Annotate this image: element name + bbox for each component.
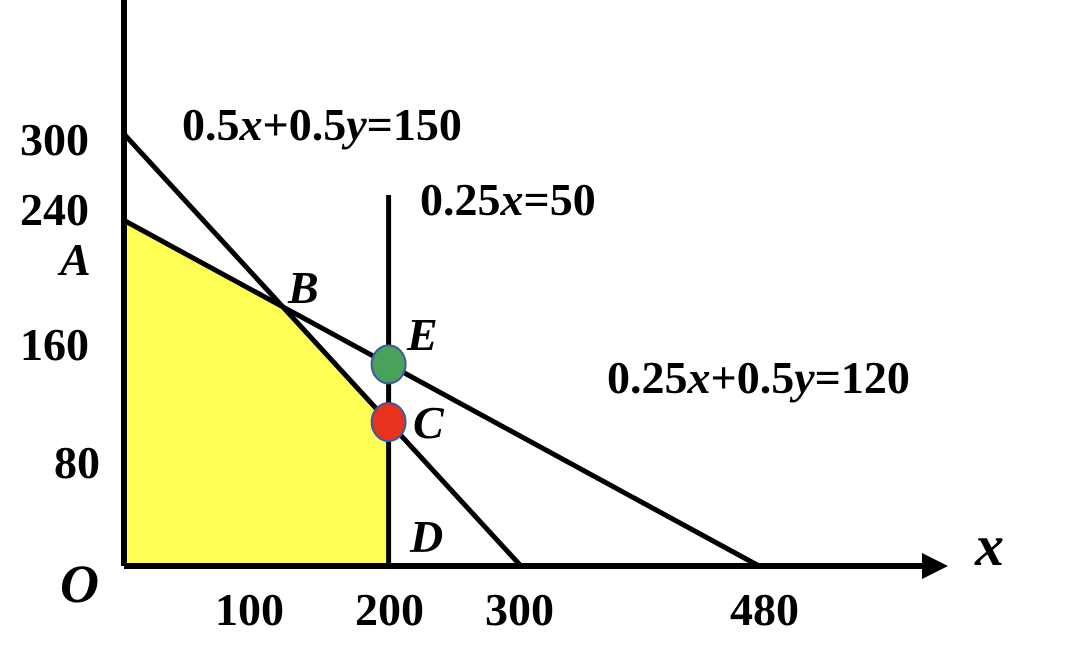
x-tick-200: 200 [355,584,424,635]
x-tick-100: 100 [215,584,284,635]
y-tick-160: 160 [20,319,89,370]
point-d-label: D [409,511,443,562]
x-axis-arrow [922,553,948,579]
constraint-label-3: 0.25x+0.5y=120 [607,352,910,403]
point-c-marker [370,402,407,442]
y-tick-300: 300 [20,114,89,165]
point-e-marker [370,344,407,385]
x-tick-480: 480 [730,584,799,635]
constraint-label-2: 0.25x=50 [420,174,596,225]
origin-label: O [60,554,99,614]
x-axis-label: x [974,513,1004,578]
constraint-line-1 [122,132,523,568]
point-c-label: C [413,397,445,448]
point-b-label: B [287,262,319,313]
constraint-line-3 [122,218,761,569]
y-tick-240: 240 [20,184,89,235]
feasible-region [124,220,389,566]
point-e-label: E [406,309,438,360]
x-tick-300: 300 [485,584,554,635]
point-a-label: A [57,234,91,285]
constraint-label-1: 0.5x+0.5y=150 [182,99,462,150]
y-tick-80: 80 [54,437,100,488]
